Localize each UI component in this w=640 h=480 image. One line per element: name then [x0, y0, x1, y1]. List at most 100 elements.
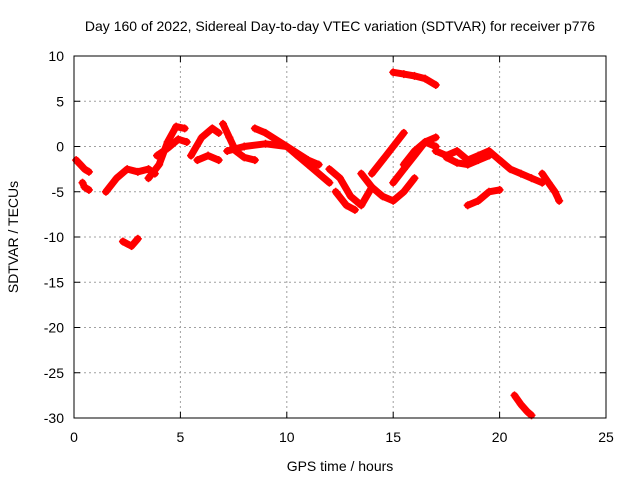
axis-ticks: 0 5 10 15 20 25 10 5 0 -5 -10 -15 -20 -25 -30 — [44, 48, 614, 445]
data-point — [389, 178, 398, 187]
series-trace — [464, 186, 504, 209]
data-point — [304, 160, 313, 169]
data-series — [72, 68, 564, 420]
x-axis-label: GPS time / hours — [287, 458, 394, 474]
data-point — [484, 187, 493, 196]
data-point — [101, 187, 110, 196]
data-point — [282, 142, 291, 151]
data-point — [76, 160, 85, 169]
data-point — [187, 151, 196, 160]
x-tick-label: 10 — [279, 429, 295, 445]
data-point — [182, 137, 191, 146]
series-trace — [511, 391, 535, 419]
series-trace — [357, 170, 418, 205]
data-point — [421, 137, 430, 146]
y-tick-label: 0 — [56, 139, 64, 155]
data-point — [133, 167, 142, 176]
series-trace — [293, 152, 333, 187]
data-point — [193, 156, 202, 165]
data-point — [474, 156, 483, 165]
data-point — [123, 165, 132, 174]
x-tick-label: 5 — [177, 429, 185, 445]
data-point — [410, 147, 419, 156]
series-trace — [187, 124, 223, 160]
data-point — [523, 407, 532, 416]
y-tick-label: -5 — [52, 184, 65, 200]
x-tick-label: 20 — [492, 429, 508, 445]
data-point — [325, 165, 334, 174]
series-trace — [79, 179, 93, 194]
data-point — [240, 142, 249, 151]
data-point — [250, 124, 259, 133]
data-point — [80, 183, 89, 192]
data-point — [555, 196, 564, 205]
y-axis-label: SDTVAR / TECUs — [5, 181, 21, 293]
data-point — [325, 178, 334, 187]
chart-title: Day 160 of 2022, Sidereal Day-to-day VTE… — [85, 18, 595, 34]
data-point — [172, 122, 181, 131]
y-tick-label: -20 — [44, 320, 64, 336]
data-point — [399, 160, 408, 169]
data-point — [261, 139, 270, 148]
data-point — [127, 242, 136, 251]
data-point — [152, 151, 161, 160]
data-point — [516, 169, 525, 178]
data-point — [550, 187, 559, 196]
data-point — [80, 165, 89, 174]
series-trace — [119, 235, 142, 250]
data-point — [474, 196, 483, 205]
data-point — [410, 71, 419, 80]
x-tick-label: 15 — [385, 429, 401, 445]
data-point — [544, 178, 553, 187]
data-point — [250, 156, 259, 165]
data-point — [214, 128, 223, 137]
series-trace — [538, 170, 563, 205]
data-point — [112, 174, 121, 183]
data-point — [84, 185, 93, 194]
data-point — [453, 158, 462, 167]
data-point — [84, 167, 93, 176]
data-point — [197, 133, 206, 142]
y-tick-label: -10 — [44, 229, 64, 245]
data-point — [367, 169, 376, 178]
data-point — [453, 147, 462, 156]
grid — [74, 56, 606, 418]
x-tick-label: 25 — [598, 429, 614, 445]
data-point — [463, 201, 472, 210]
y-tick-label: -15 — [44, 274, 64, 290]
data-point — [331, 187, 340, 196]
data-point — [399, 187, 408, 196]
data-point — [367, 183, 376, 192]
data-point — [144, 174, 153, 183]
data-point — [118, 237, 127, 246]
data-point — [240, 153, 249, 162]
data-point — [223, 147, 232, 156]
series-trace — [153, 135, 191, 160]
data-point — [495, 185, 504, 194]
data-point — [378, 156, 387, 165]
data-point — [421, 74, 430, 83]
data-point — [218, 119, 227, 128]
y-tick-label: -25 — [44, 365, 64, 381]
data-point — [510, 391, 519, 400]
data-point — [133, 234, 142, 243]
data-point — [506, 165, 515, 174]
data-point — [527, 174, 536, 183]
data-point — [208, 124, 217, 133]
data-point — [350, 205, 359, 214]
data-point — [399, 70, 408, 79]
data-point — [410, 174, 419, 183]
y-tick-label: 5 — [56, 93, 64, 109]
series-trace — [72, 156, 93, 176]
data-point — [378, 192, 387, 201]
data-point — [399, 128, 408, 137]
data-point — [261, 128, 270, 137]
data-point — [516, 400, 525, 409]
data-point — [346, 192, 355, 201]
data-point — [214, 156, 223, 165]
data-point — [78, 178, 87, 187]
data-point — [463, 160, 472, 169]
data-point — [484, 151, 493, 160]
data-point — [72, 156, 81, 165]
